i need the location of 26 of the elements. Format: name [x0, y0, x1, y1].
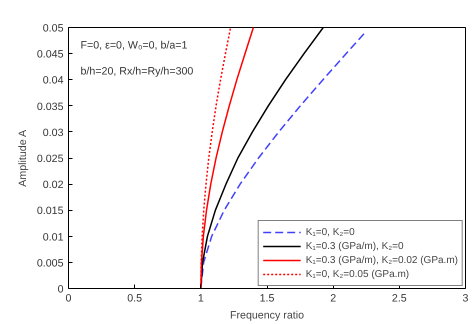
y-tick-label: 0.025 — [36, 153, 64, 165]
y-tick-label: 0.01 — [42, 231, 64, 244]
annotation: F=0, ε=0, W₀=0, b/a=1 — [80, 40, 188, 52]
x-tick-label: 1 — [198, 292, 204, 304]
y-tick-label: 0.035 — [36, 100, 64, 113]
legend-label: K₁=0.3 (GPa/m), K₂=0.02 (GPa.m) — [306, 254, 458, 267]
legend-label: K₁=0.3 (GPa/m), K₂=0 — [306, 240, 404, 253]
y-axis-title: Amplitude A — [16, 128, 29, 187]
y-tick-label: 0.05 — [42, 22, 64, 34]
y-tick-label: 0.02 — [42, 179, 64, 192]
x-tick-label: 0 — [66, 292, 72, 304]
legend-label: K₁=0, K₂=0.05 (GPa.m) — [306, 268, 410, 281]
x-tick-label: 2 — [330, 292, 336, 304]
x-tick-label: 1.5 — [260, 292, 274, 304]
y-tick-label: 0.03 — [42, 126, 64, 139]
x-tick-label: 0.5 — [127, 292, 142, 304]
y-tick-label: 0.04 — [42, 74, 64, 87]
x-tick-label: 3 — [462, 292, 469, 304]
y-tick-label: 0.015 — [36, 205, 64, 218]
y-tick-label: 0.005 — [36, 257, 64, 270]
x-tick-label: 2.5 — [392, 292, 407, 304]
y-tick-label: 0.045 — [36, 48, 64, 61]
legend-label: K₁=0, K₂=0 — [306, 226, 355, 239]
annotation: b/h=20, Rx/h=Ry/h=300 — [80, 66, 194, 78]
y-tick-label: 0 — [58, 284, 64, 296]
x-axis-title: Frequency ratio — [230, 310, 304, 322]
